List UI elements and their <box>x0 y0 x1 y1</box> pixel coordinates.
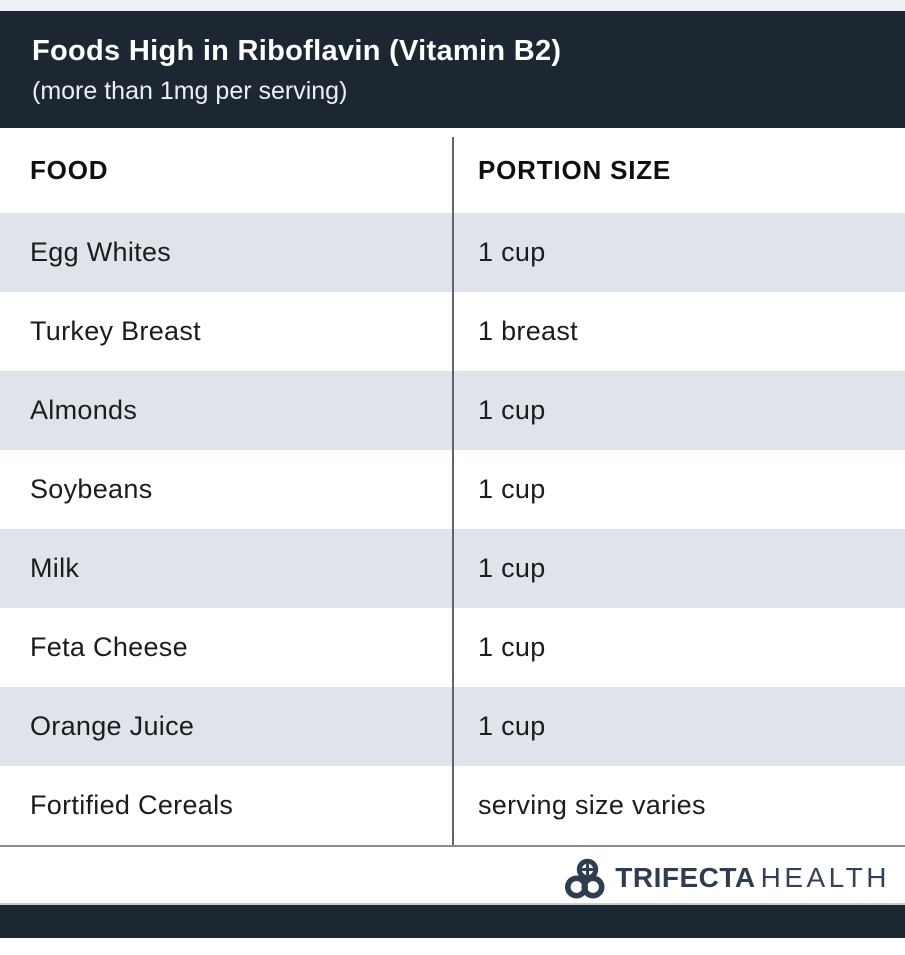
food-cell: Soybeans <box>0 474 452 505</box>
portion-value: 1 cup <box>478 553 546 583</box>
branding-footer: TRIFECTA HEALTH <box>0 852 905 903</box>
food-name: Egg Whites <box>30 237 172 267</box>
food-cell: Orange Juice <box>0 711 452 742</box>
food-cell: Feta Cheese <box>0 632 452 663</box>
food-cell: Milk <box>0 553 452 584</box>
portion-cell: 1 cup <box>452 711 905 742</box>
portion-value: 1 cup <box>478 474 546 504</box>
page-subtitle: (more than 1mg per serving) <box>32 77 348 105</box>
portion-cell: 1 cup <box>452 237 905 268</box>
brand-name-trifecta: TRIFECTA <box>615 861 756 893</box>
food-name: Soybeans <box>30 474 153 504</box>
page-title: Foods High in Riboflavin (Vitamin B2) <box>32 35 562 67</box>
column-header-food: FOOD <box>30 155 109 185</box>
food-name: Orange Juice <box>30 711 195 741</box>
column-header-portion-size: PORTION SIZE <box>478 155 672 185</box>
portion-cell: 1 cup <box>452 395 905 426</box>
portion-cell: 1 cup <box>452 474 905 505</box>
title-banner: Foods High in Riboflavin (Vitamin B2) (m… <box>0 11 905 128</box>
top-margin-strip <box>0 0 905 11</box>
food-name: Turkey Breast <box>30 316 201 346</box>
footer-dark-bar <box>0 905 905 938</box>
food-cell: Fortified Cereals <box>0 790 452 821</box>
portion-value: 1 cup <box>478 711 546 741</box>
portion-value: serving size varies <box>478 790 706 820</box>
food-cell: Almonds <box>0 395 452 426</box>
table-bottom-border <box>0 845 905 847</box>
food-cell: Egg Whites <box>0 237 452 268</box>
portion-cell: serving size varies <box>452 790 905 821</box>
food-name: Fortified Cereals <box>30 790 234 820</box>
portion-cell: 1 breast <box>452 316 905 347</box>
portion-value: 1 cup <box>478 395 546 425</box>
food-name: Feta Cheese <box>30 632 188 662</box>
trifecta-circles-plus-icon <box>565 858 605 898</box>
portion-cell: 1 cup <box>452 553 905 584</box>
portion-value: 1 breast <box>478 316 578 346</box>
food-name: Almonds <box>30 395 138 425</box>
brand-name-health: HEALTH <box>760 861 890 893</box>
portion-value: 1 cup <box>478 237 546 267</box>
food-name: Milk <box>30 553 80 583</box>
portion-value: 1 cup <box>478 632 546 662</box>
footer-separator-line <box>0 903 905 905</box>
column-divider-line <box>452 137 454 847</box>
food-cell: Turkey Breast <box>0 316 452 347</box>
portion-cell: 1 cup <box>452 632 905 663</box>
